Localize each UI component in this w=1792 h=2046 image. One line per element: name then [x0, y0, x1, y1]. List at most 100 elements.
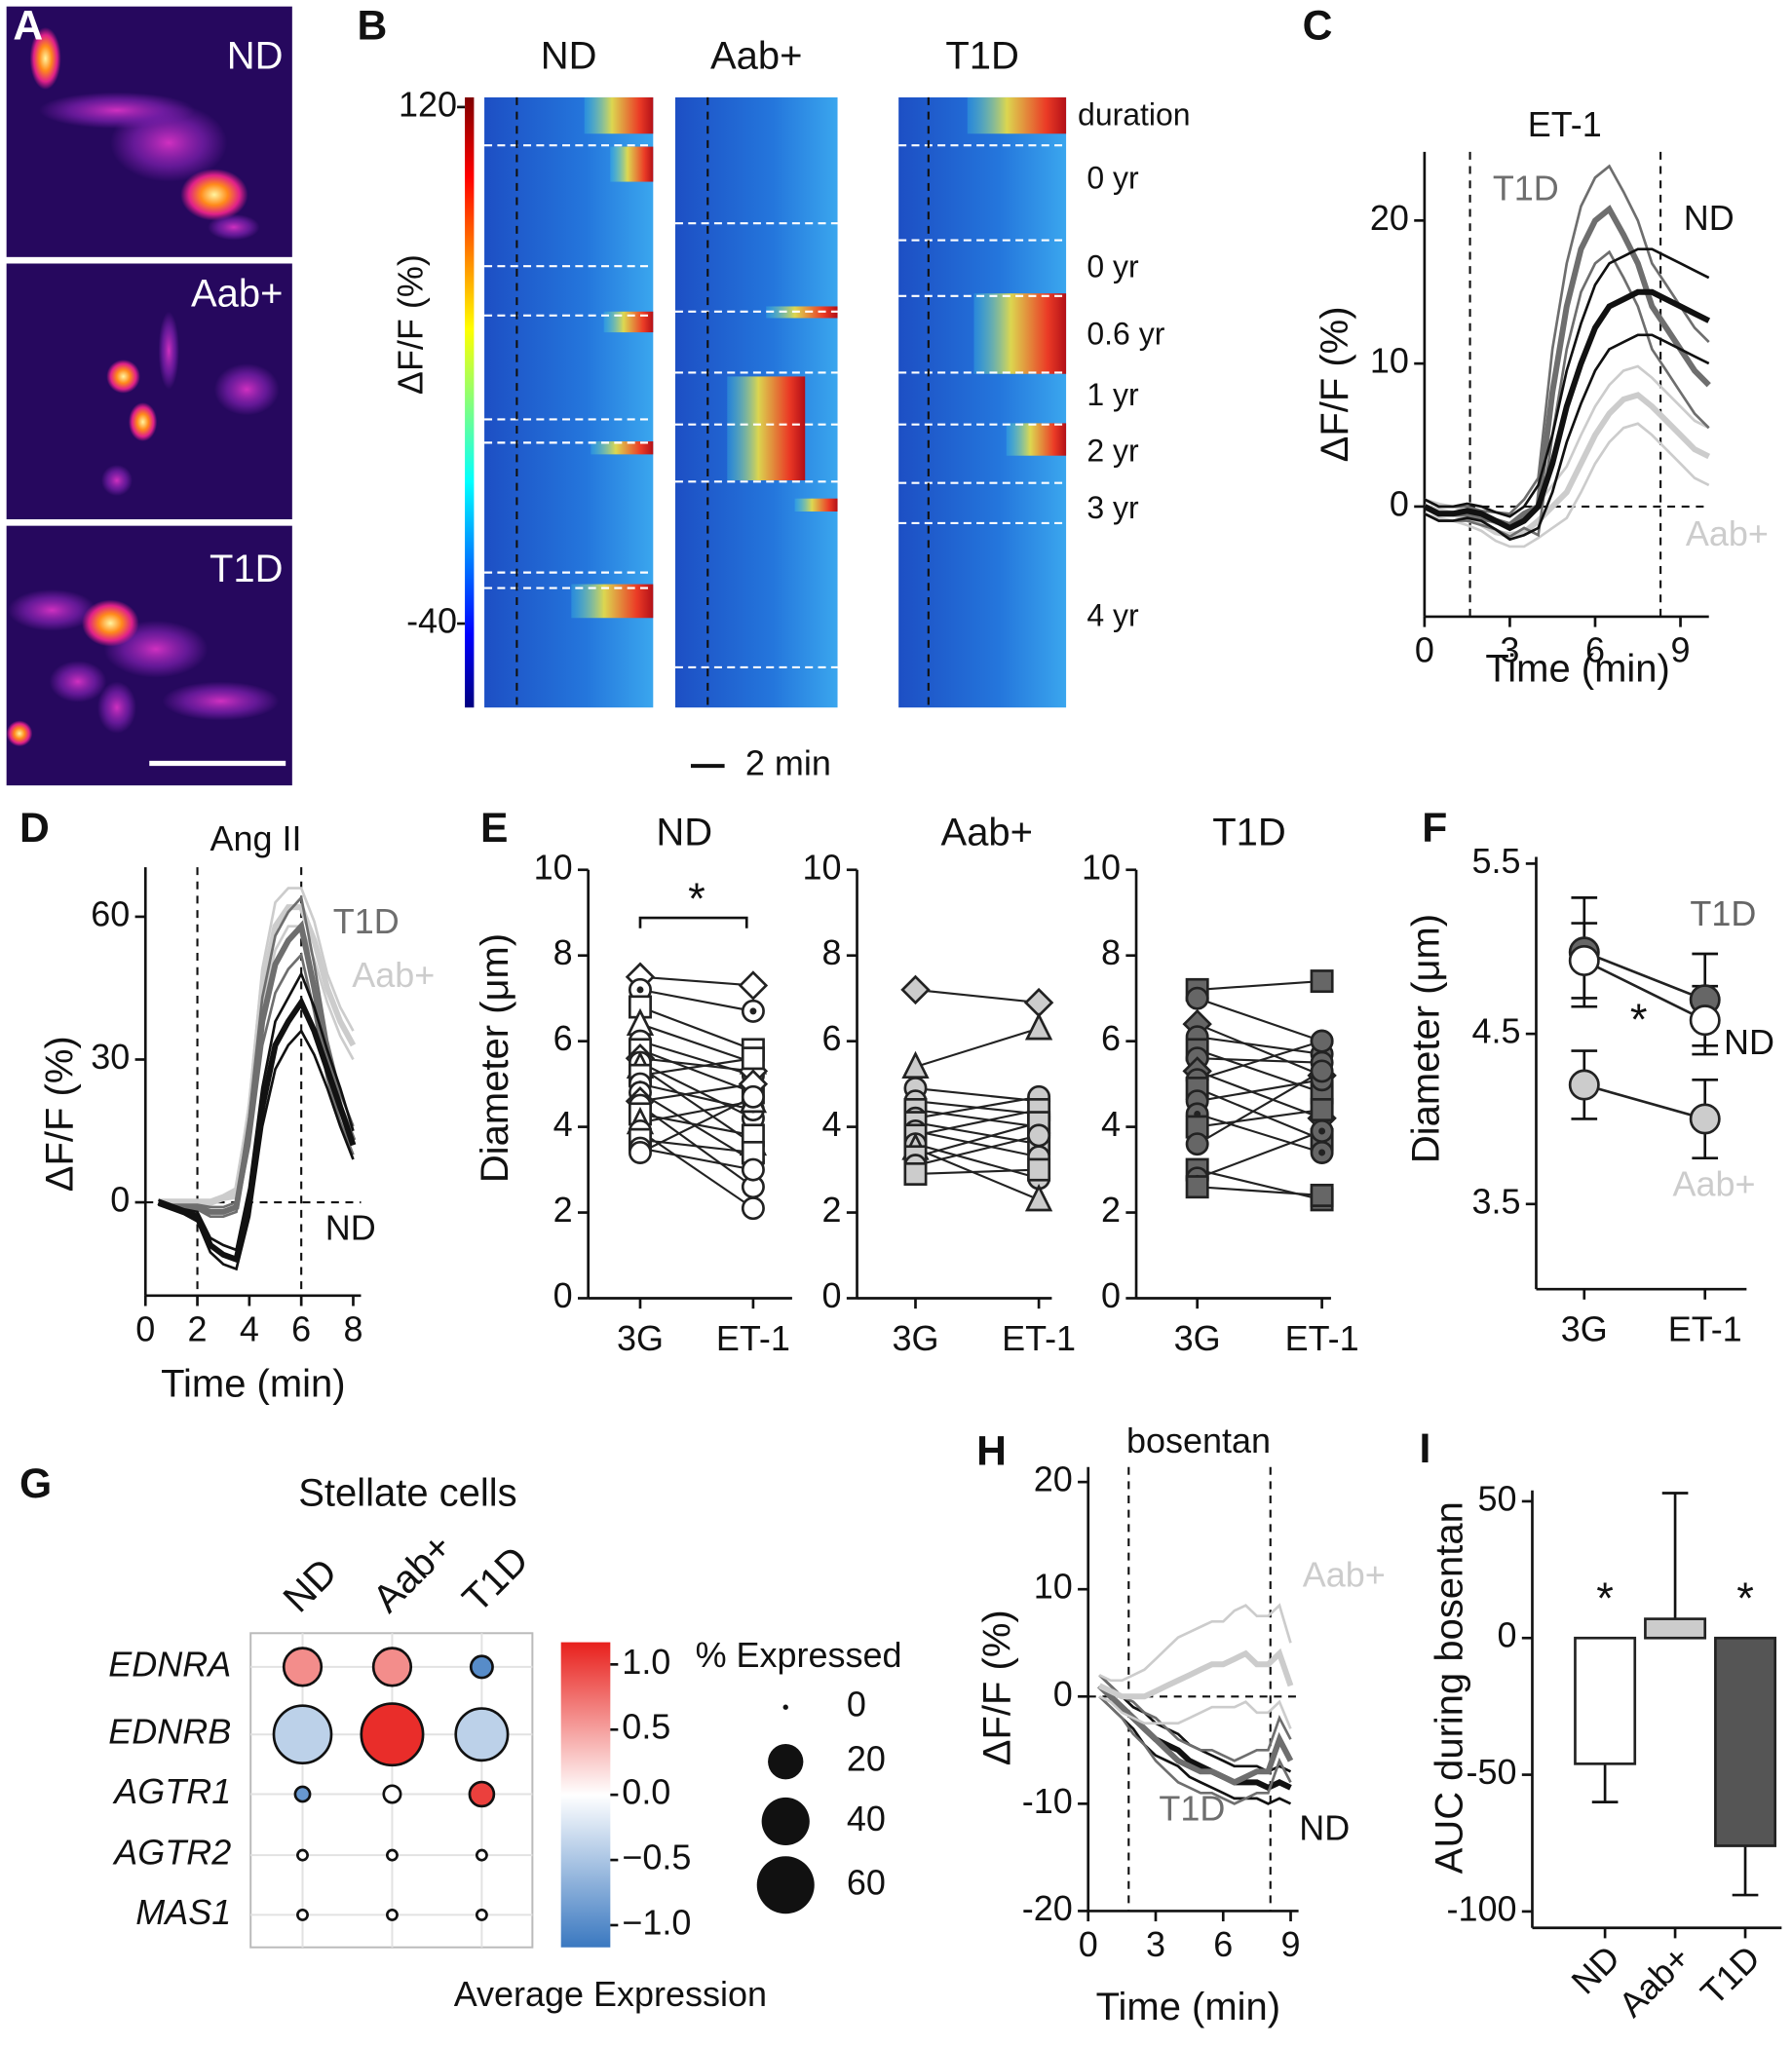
marker-dot [1318, 1149, 1326, 1156]
expression-dot [371, 1647, 413, 1687]
series-label: ND [1684, 198, 1735, 238]
sem-line [1424, 164, 1710, 515]
x-tick-label: 3 [1500, 630, 1519, 670]
row-label: 0.6 yr [1087, 317, 1164, 352]
y-tick-label: 4.5 [1471, 1011, 1520, 1051]
series-line [1098, 1648, 1294, 1700]
x-tick-label: 9 [1281, 1924, 1301, 1964]
x-tick-label: 0 [1415, 630, 1434, 670]
gene-label: EDNRA [108, 1644, 231, 1684]
sem-line [1098, 1603, 1292, 1683]
expression-dot [468, 1780, 496, 1808]
expression-dot [386, 1848, 399, 1862]
image-label: Aab+ [191, 272, 283, 315]
y-tick-label: 20 [1370, 198, 1409, 238]
pair-line [1197, 1040, 1322, 1081]
marker [741, 1196, 765, 1221]
cell-blob [49, 661, 107, 702]
marker [741, 1084, 765, 1109]
colorbar-title: Average Expression [454, 1974, 767, 2014]
pair-line [639, 1082, 754, 1103]
heatmap-streak [603, 311, 654, 333]
size-legend-label: 60 [847, 1862, 886, 1902]
cell-blob [7, 588, 96, 631]
group-label: ND [276, 1551, 346, 1621]
row-label: 0 yr [1087, 161, 1139, 196]
heatmap-streak [610, 146, 654, 182]
x-tick-label: 3G [617, 1318, 664, 1358]
y-tick-label: -50 [1466, 1752, 1516, 1792]
cell-blob [162, 681, 280, 721]
series-line [1583, 959, 1706, 1022]
series-label: Aab+ [1686, 513, 1769, 553]
pair-line [1197, 1036, 1322, 1055]
series-label: T1D [1159, 1788, 1225, 1828]
pair-line [639, 1057, 754, 1077]
pair-line [1197, 1023, 1323, 1077]
heatmap-streak [794, 498, 838, 512]
series-label: T1D [1493, 168, 1559, 208]
y-tick-label: 3.5 [1471, 1181, 1520, 1221]
pair-line [639, 1095, 754, 1154]
row-label: 1 yr [1087, 377, 1139, 412]
marker [1310, 1059, 1334, 1083]
x-tick-label: 8 [343, 1309, 362, 1349]
y-tick-label: 2 [822, 1190, 842, 1230]
colorbar-tick-label: −1.0 [622, 1902, 691, 1942]
panel-letter: F [1422, 805, 1447, 852]
group-label: T1D [454, 1538, 537, 1621]
x-tick-label: Aab+ [1611, 1938, 1697, 2025]
sem-line [1424, 422, 1710, 549]
size-legend-dot [761, 1797, 810, 1846]
significance-mark: * [1736, 1573, 1754, 1623]
heatmap-title: ND [541, 35, 597, 78]
pair-line [1197, 1129, 1322, 1180]
heatmap-streak [973, 293, 1067, 374]
x-tick-label: 0 [1079, 1924, 1098, 1964]
pair-line [915, 1108, 1040, 1128]
heatmap-streak [591, 441, 654, 455]
expression-dot [296, 1848, 309, 1862]
plot-title: Stellate cells [298, 1472, 516, 1515]
panel-letter: B [357, 3, 387, 50]
size-legend-label: 20 [847, 1739, 886, 1779]
size-legend-label: 40 [847, 1799, 886, 1838]
x-tick-label: 4 [240, 1309, 259, 1349]
colorbar-tick-label: 0.5 [622, 1707, 670, 1747]
y-tick-label: 6 [822, 1018, 842, 1058]
marker-dot [1318, 1127, 1326, 1135]
y-axis-label: Diameter (μm) [474, 933, 516, 1183]
colorbar-label: ΔF/F (%) [390, 254, 430, 395]
expression-dot [454, 1707, 510, 1762]
panel-letter: G [19, 1460, 52, 1507]
series-line [1423, 205, 1711, 529]
y-tick-label: 0 [1053, 1674, 1073, 1714]
pair-line [1197, 1113, 1322, 1155]
y-tick-label: 10 [534, 847, 573, 887]
pair-line [639, 1005, 754, 1051]
panel-title: T1D [1212, 811, 1286, 853]
pair-line [1197, 1070, 1323, 1146]
panel-title: ND [656, 811, 712, 853]
pair-line [639, 1138, 754, 1155]
series-label: Aab+ [1673, 1163, 1756, 1203]
marker [1027, 1157, 1051, 1182]
series-label: ND [325, 1208, 376, 1248]
cell-blob [38, 92, 195, 129]
y-tick-label: 20 [1034, 1459, 1073, 1499]
cell-blob [29, 26, 61, 90]
size-legend-dot [782, 1704, 788, 1710]
event-label: Ang II [210, 818, 302, 858]
marker [1310, 969, 1334, 994]
significance-mark: * [1596, 1573, 1614, 1623]
size-legend-title: % Expressed [696, 1635, 902, 1675]
colorbar [560, 1642, 611, 1948]
size-legend-dot [768, 1744, 804, 1780]
y-tick-label: 2 [553, 1190, 573, 1230]
pair-line [915, 1147, 1040, 1201]
x-tick-label: 2 [188, 1309, 208, 1349]
marker [738, 970, 769, 1001]
x-tick-label: 3 [1146, 1924, 1165, 1964]
x-axis-label: Time (min) [161, 1363, 345, 1406]
marker [1023, 987, 1054, 1018]
